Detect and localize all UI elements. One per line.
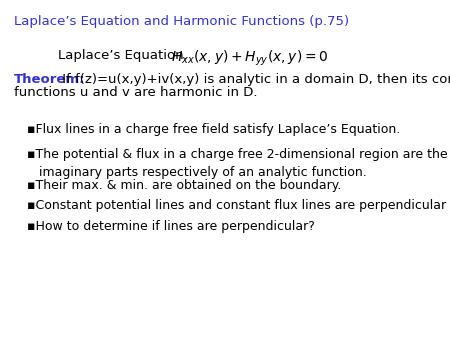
Text: ▪Constant potential lines and constant flux lines are perpendicular  to each oth: ▪Constant potential lines and constant f… [27, 199, 450, 212]
Text: ▪Their max. & min. are obtained on the boundary.: ▪Their max. & min. are obtained on the b… [27, 179, 342, 192]
Text: If f(z)=u(x,y)+iv(x,y) is analytic in a domain D, then its components: If f(z)=u(x,y)+iv(x,y) is analytic in a … [58, 73, 450, 86]
Text: ▪How to determine if lines are perpendicular?: ▪How to determine if lines are perpendic… [27, 220, 315, 233]
Text: functions u and v are harmonic in D.: functions u and v are harmonic in D. [14, 86, 257, 99]
Text: Theorem:: Theorem: [14, 73, 85, 86]
Text: $H_{xx}(x,y)+H_{yy}(x,y)=0$: $H_{xx}(x,y)+H_{yy}(x,y)=0$ [171, 49, 328, 68]
Text: Laplace’s Equation.: Laplace’s Equation. [58, 49, 188, 62]
Text: ▪The potential & flux in a charge free 2-dimensional region are the real and
   : ▪The potential & flux in a charge free 2… [27, 148, 450, 179]
Text: ▪Flux lines in a charge free field satisfy Laplace’s Equation.: ▪Flux lines in a charge free field satis… [27, 123, 400, 136]
Text: Laplace’s Equation and Harmonic Functions (p.75): Laplace’s Equation and Harmonic Function… [14, 15, 349, 28]
